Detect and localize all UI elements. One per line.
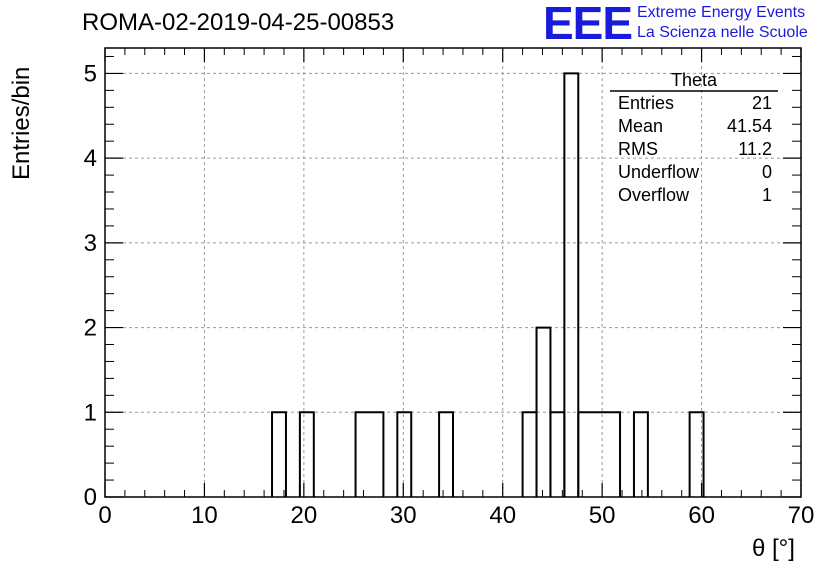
x-tick-label: 20 [291, 502, 318, 529]
x-tick-label: 40 [489, 502, 516, 529]
histogram-bin [354, 411, 385, 497]
stats-row-rms: RMS 11.2 [618, 139, 772, 160]
y-tick-label: 0 [84, 484, 97, 511]
stats-value: 41.54 [726, 116, 772, 136]
histogram-bin [521, 411, 538, 497]
stats-value: 1 [761, 185, 772, 205]
y-tick-label: 5 [84, 60, 97, 87]
histogram-series [271, 72, 705, 497]
y-tick-label: 1 [84, 399, 97, 426]
axis-ticks [104, 48, 802, 498]
y-tick-label: 3 [84, 230, 97, 257]
stats-value: 21 [751, 93, 772, 113]
histogram-bin [549, 411, 566, 497]
x-tick-label: 70 [788, 502, 815, 529]
y-axis-label: Entries/bin [8, 66, 35, 180]
x-tick-label: 10 [191, 502, 218, 529]
x-axis-label: θ [°] [752, 535, 795, 562]
stats-value: 0 [761, 162, 772, 182]
logo-line-1: Extreme Energy Events [637, 4, 806, 21]
histogram-bin [632, 411, 649, 497]
histogram-bin [298, 411, 315, 497]
histogram-bin [438, 411, 454, 497]
stats-label: RMS [618, 139, 658, 159]
stats-label: Entries [618, 93, 675, 113]
stats-row-overflow: Overflow 1 [618, 185, 772, 206]
x-tick-label: 60 [688, 502, 715, 529]
stats-row-mean: Mean 41.54 [618, 116, 772, 137]
y-tick-label: 2 [84, 315, 97, 342]
stats-row-underflow: Underflow 0 [618, 162, 772, 183]
histogram-bin [271, 411, 287, 497]
y-tick-label: 4 [84, 145, 97, 172]
x-tick-label: 50 [589, 502, 616, 529]
histogram-bin [577, 411, 622, 497]
plot-frame [104, 47, 802, 498]
histogram-bin [563, 72, 580, 497]
histogram-bin [688, 411, 705, 497]
stats-label: Overflow [618, 185, 690, 205]
histogram-bin [396, 411, 413, 497]
x-tick-label: 30 [390, 502, 417, 529]
x-tick-label: 0 [98, 502, 111, 529]
stats-title: Theta [670, 70, 718, 90]
stats-label: Mean [618, 116, 664, 136]
stats-row-entries: Entries 21 [618, 93, 772, 114]
logo-line-2: La Scienza nelle Scuole [637, 24, 808, 41]
eee-logo: EEE [543, 0, 633, 49]
chart-title: ROMA-02-2019-04-25-00853 [82, 9, 395, 36]
stats-label: Underflow [618, 162, 700, 182]
stats-value: 11.2 [738, 139, 772, 159]
